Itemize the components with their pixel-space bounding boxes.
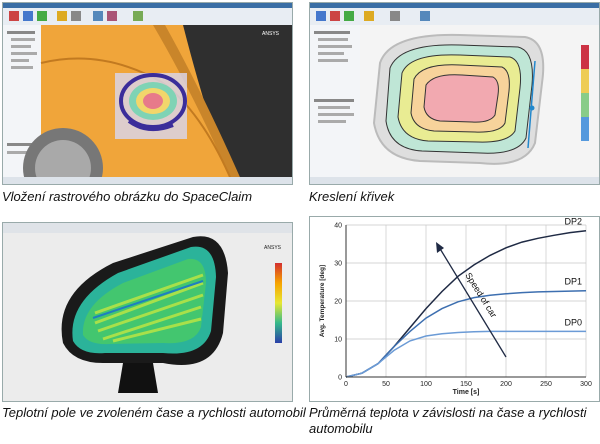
panel-temperature-field: ANSYS <box>2 222 293 402</box>
temperature-field-screenshot: ANSYS <box>3 223 292 401</box>
toolbar-icon[interactable] <box>420 11 430 21</box>
contour-curve[interactable] <box>423 74 499 123</box>
title-bar <box>3 3 292 8</box>
mirror-outline <box>119 73 187 129</box>
x-tick-label: 0 <box>344 381 348 388</box>
toolbar-icon[interactable] <box>9 11 19 21</box>
windshield-shape <box>183 25 292 184</box>
spaceclaim-screenshot: ANSYS <box>3 3 292 184</box>
y-tick-label: 40 <box>334 223 342 230</box>
x-tick-label: 100 <box>420 381 432 388</box>
speed-arrow <box>438 246 507 358</box>
caption-bottom-left: Teplotní pole ve zvoleném čase a rychlos… <box>2 405 306 420</box>
series-label-dp2: DP2 <box>564 217 582 227</box>
y-tick-label: 10 <box>334 337 342 344</box>
series-line-dp0 <box>345 330 586 378</box>
toolbar-icon[interactable] <box>107 11 117 21</box>
x-tick-label: 150 <box>460 381 472 388</box>
color-legend <box>275 263 282 343</box>
toolbar-icon[interactable] <box>23 11 33 21</box>
ribbon-toolbar[interactable] <box>310 3 599 25</box>
caption-top-left: Vložení rastrového obrázku do SpaceClaim <box>2 189 253 204</box>
x-tick-label: 200 <box>500 381 512 388</box>
chart-series: DP2 DP1 DP0 <box>345 217 587 378</box>
toolbar-icon[interactable] <box>330 11 340 21</box>
series-label-dp0: DP0 <box>564 317 582 327</box>
panel-temperature-chart: DP2 DP1 DP0 0 10 20 30 40 0 50 100 150 200 250 300 Ti… <box>309 216 600 402</box>
title-bar <box>310 3 599 8</box>
toolbar-icon[interactable] <box>316 11 326 21</box>
panel-curve-drawing <box>309 2 600 185</box>
y-tick-label: 30 <box>334 261 342 268</box>
toolbar-icon[interactable] <box>93 11 103 21</box>
caption-top-right: Kreslení křivek <box>309 189 395 204</box>
series-line-dp1 <box>345 289 587 378</box>
y-axis-label: Avg. Temperature [deg] <box>319 265 326 337</box>
x-axis-label: Time [s] <box>453 389 480 396</box>
panel-spaceclaim-image: ANSYS <box>2 2 293 185</box>
toolbar[interactable] <box>3 223 292 233</box>
series-label-dp1: DP1 <box>564 277 582 287</box>
curve-handle[interactable] <box>529 105 535 111</box>
toolbar-icon[interactable] <box>344 11 354 21</box>
toolbar-icon[interactable] <box>71 11 81 21</box>
x-tick-label: 250 <box>540 381 552 388</box>
toolbar-icon[interactable] <box>364 11 374 21</box>
y-tick-label: 20 <box>334 299 342 306</box>
status-bar <box>3 177 292 184</box>
chart-ticks: 0 10 20 30 40 0 50 100 150 200 250 300 <box>334 223 592 389</box>
y-tick-label: 0 <box>338 375 342 382</box>
speed-arrowhead <box>436 242 444 253</box>
toolbar-icon[interactable] <box>390 11 400 21</box>
ansys-logo: ANSYS <box>262 31 280 37</box>
chart-grid <box>345 224 587 378</box>
caption-bottom-right: Průměrná teplota v závislosti na čase a … <box>309 405 587 436</box>
x-tick-label: 50 <box>382 381 390 388</box>
status-bar <box>310 177 599 184</box>
temperature-chart: DP2 DP1 DP0 0 10 20 30 40 0 50 100 150 200 250 300 Ti… <box>319 217 592 396</box>
curve-drawing-screenshot <box>310 3 599 184</box>
toolbar-icon[interactable] <box>37 11 47 21</box>
mirror-mount <box>118 363 158 393</box>
ansys-logo: ANSYS <box>264 245 282 251</box>
structure-tree-panel[interactable] <box>310 25 360 184</box>
guide-line[interactable] <box>527 60 536 149</box>
toolbar-icon[interactable] <box>57 11 67 21</box>
toolbar-icon[interactable] <box>133 11 143 21</box>
x-tick-label: 300 <box>580 381 592 388</box>
